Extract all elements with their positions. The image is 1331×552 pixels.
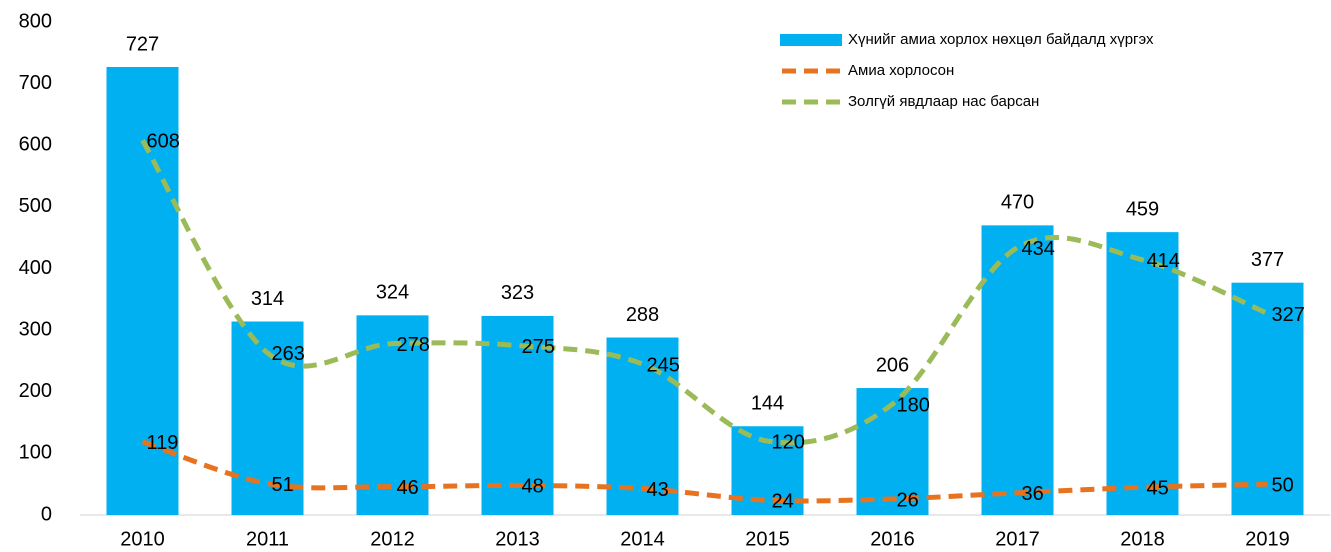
x-tick-label: 2017 <box>995 528 1040 550</box>
data-label: 263 <box>272 343 305 365</box>
x-tick-label: 2011 <box>246 528 289 550</box>
y-tick-label: 800 <box>19 10 52 32</box>
y-tick-label: 400 <box>19 257 52 279</box>
data-label: 50 <box>1272 474 1294 496</box>
data-label: 727 <box>126 33 159 55</box>
data-label: 323 <box>501 282 534 304</box>
data-label: 275 <box>522 336 555 358</box>
data-label: 459 <box>1126 198 1159 220</box>
x-tick-label: 2015 <box>745 528 790 550</box>
data-label: 245 <box>647 354 680 376</box>
data-label: 48 <box>522 476 544 498</box>
data-label: 327 <box>1272 304 1305 326</box>
data-label: 377 <box>1251 249 1284 271</box>
line <box>140 139 1269 446</box>
y-tick-label: 600 <box>19 134 52 156</box>
legend-label: Хүнийг амиа хорлох нөхцөл байдалд хүргэх <box>848 31 1154 48</box>
data-label: 36 <box>1022 483 1044 505</box>
x-tick-label: 2019 <box>1245 528 1290 550</box>
y-tick-label: 200 <box>19 380 52 402</box>
data-label: 414 <box>1147 250 1180 272</box>
data-label: 26 <box>897 489 919 511</box>
legend-label: Золгүй явдлаар нас барсан <box>848 93 1039 110</box>
bar <box>606 337 679 515</box>
data-label: 434 <box>1022 238 1055 260</box>
data-label: 144 <box>751 393 784 415</box>
y-tick-label: 100 <box>19 442 52 464</box>
legend-label: Амиа хорлосон <box>848 62 954 79</box>
bar <box>856 388 929 515</box>
data-label: 46 <box>397 477 419 499</box>
data-label: 288 <box>626 304 659 326</box>
legend-swatch <box>780 34 842 46</box>
x-tick-label: 2013 <box>495 528 540 550</box>
data-label: 24 <box>772 490 794 512</box>
data-label: 314 <box>251 288 284 310</box>
data-label: 51 <box>272 474 294 496</box>
x-tick-label: 2018 <box>1120 528 1165 550</box>
data-label: 608 <box>147 131 180 153</box>
data-label: 45 <box>1147 478 1169 500</box>
y-tick-label: 0 <box>41 503 52 525</box>
data-label: 324 <box>376 282 409 304</box>
line <box>141 439 1268 504</box>
data-label: 120 <box>772 431 805 453</box>
x-tick-label: 2014 <box>620 528 665 550</box>
data-label: 206 <box>876 354 909 376</box>
x-tick-label: 2016 <box>870 528 915 550</box>
x-tick-label: 2012 <box>370 528 415 550</box>
x-tick-label: 2010 <box>120 528 165 550</box>
data-label: 43 <box>647 479 669 501</box>
y-tick-label: 700 <box>19 72 52 94</box>
bar <box>1231 282 1304 515</box>
y-tick-label: 300 <box>19 318 52 340</box>
data-label: 119 <box>147 432 179 454</box>
data-label: 278 <box>397 334 430 356</box>
y-tick-label: 500 <box>19 195 52 217</box>
bar <box>981 225 1054 516</box>
data-label: 470 <box>1001 192 1034 214</box>
bar <box>1106 232 1179 516</box>
data-label: 180 <box>897 394 930 416</box>
